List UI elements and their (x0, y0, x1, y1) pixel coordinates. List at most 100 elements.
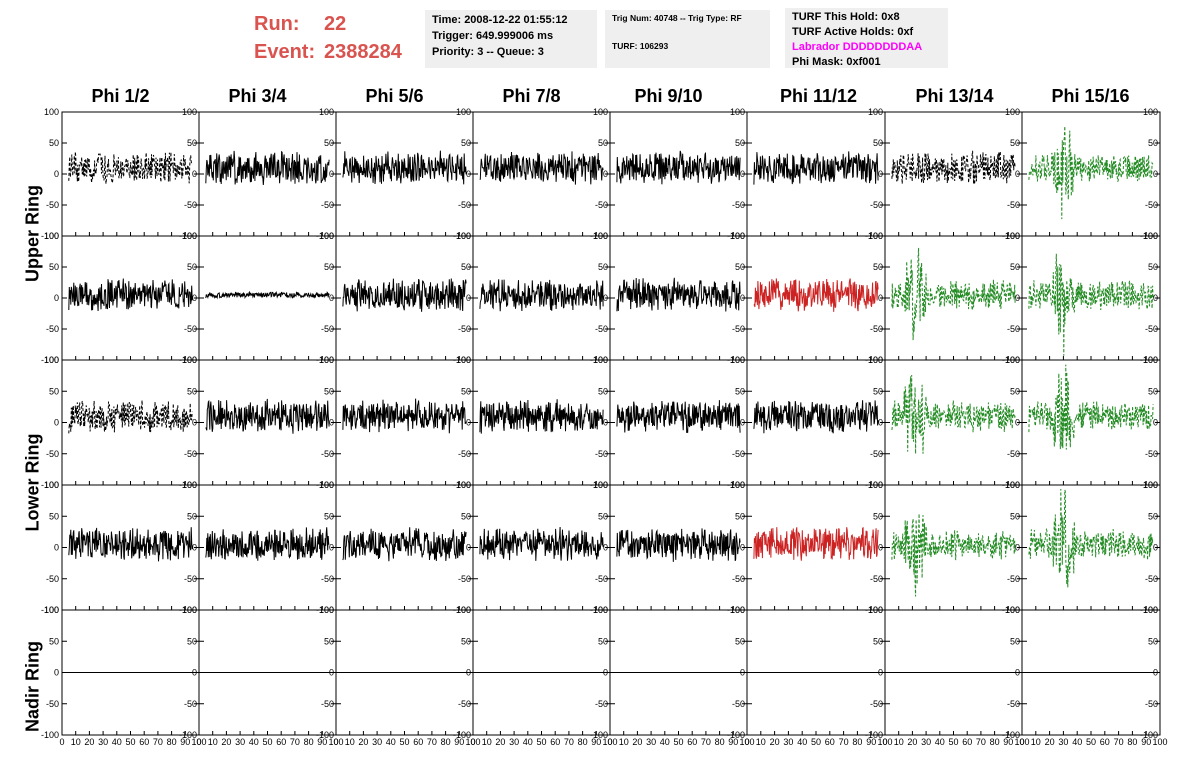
y-tick-label: 0 (878, 543, 883, 553)
y-tick-label: 50 (1010, 511, 1020, 521)
x-tick-label: 10 (894, 737, 904, 747)
y-tick-label: 50 (461, 511, 471, 521)
y-tick-label: 50 (461, 636, 471, 646)
x-tick-label: 30 (372, 737, 382, 747)
trig-num-text: Trig Num: 40748 -- Trig Type: RF (612, 13, 742, 23)
y-tick-label: -100 (41, 730, 59, 740)
column-label-phi-1-2: Phi 1/2 (91, 86, 150, 106)
y-tick-label: 0 (603, 543, 608, 553)
turf-active-holds: TURF Active Holds: 0xf (792, 26, 914, 38)
waveform-trace (68, 400, 193, 434)
run-label: Run: (254, 13, 300, 35)
y-tick-label: -50 (1007, 574, 1020, 584)
trigger-text: Trigger: 649.999006 ms (432, 30, 554, 42)
y-tick-label: 50 (1148, 511, 1158, 521)
x-tick-label: 80 (852, 737, 862, 747)
y-tick-label: 50 (735, 138, 745, 148)
x-tick-label: 0 (607, 737, 612, 747)
x-tick-label: 20 (1045, 737, 1055, 747)
y-tick-label: -50 (732, 449, 745, 459)
y-tick-label: 50 (598, 511, 608, 521)
y-tick-label: 50 (49, 511, 59, 521)
waveform-trace (68, 527, 193, 562)
y-tick-label: 100 (1005, 480, 1020, 490)
y-tick-label: 0 (1015, 418, 1020, 428)
waveform-trace (1028, 364, 1154, 450)
y-tick-label: 0 (466, 293, 471, 303)
y-tick-label: 100 (44, 355, 59, 365)
y-tick-label: -50 (1145, 699, 1158, 709)
waveform-trace (342, 150, 467, 185)
waveform-trace (479, 151, 604, 185)
y-tick-label: -100 (453, 730, 471, 740)
y-tick-label: 50 (873, 262, 883, 272)
waveform-trace (1028, 488, 1154, 588)
y-tick-label: 0 (54, 169, 59, 179)
x-tick-label: 90 (728, 737, 738, 747)
y-tick-label: -50 (595, 574, 608, 584)
y-tick-label: -50 (870, 324, 883, 334)
y-tick-label: 50 (598, 262, 608, 272)
waveform-trace (616, 150, 741, 185)
y-tick-label: 50 (49, 262, 59, 272)
y-tick-label: 50 (187, 636, 197, 646)
x-tick-label: 70 (1114, 737, 1124, 747)
y-tick-label: 0 (603, 169, 608, 179)
y-tick-label: 0 (1153, 543, 1158, 553)
y-tick-label: 100 (456, 231, 471, 241)
y-tick-label: -50 (595, 200, 608, 210)
y-tick-label: 0 (878, 293, 883, 303)
run-event-block: Run: 22 Event: 2388284 (254, 10, 402, 66)
y-tick-label: 100 (1143, 355, 1158, 365)
y-tick-label: 50 (1010, 386, 1020, 396)
x-tick-label: 60 (139, 737, 149, 747)
y-tick-label: -50 (458, 200, 471, 210)
y-tick-label: 100 (593, 231, 608, 241)
x-tick-label: 40 (249, 737, 259, 747)
x-tick-label: 80 (167, 737, 177, 747)
y-tick-label: -100 (179, 730, 197, 740)
x-tick-label: 30 (235, 737, 245, 747)
y-tick-label: -50 (184, 200, 197, 210)
y-tick-label: 100 (730, 355, 745, 365)
x-tick-label: 50 (536, 737, 546, 747)
y-tick-label: 0 (1153, 418, 1158, 428)
y-tick-label: -50 (732, 200, 745, 210)
y-tick-label: 0 (54, 418, 59, 428)
y-tick-label: 100 (1143, 231, 1158, 241)
y-tick-label: 50 (1148, 636, 1158, 646)
x-tick-label: 0 (333, 737, 338, 747)
turf-info-box: TURF This Hold: 0x8 TURF Active Holds: 0… (785, 8, 948, 68)
y-tick-label: 50 (187, 386, 197, 396)
x-tick-label: 20 (358, 737, 368, 747)
y-tick-label: -50 (184, 574, 197, 584)
y-tick-label: 100 (1005, 107, 1020, 117)
y-tick-label: 50 (735, 636, 745, 646)
x-tick-label: 100 (191, 737, 206, 747)
labrador-text: Labrador DDDDDDDDAA (792, 41, 923, 53)
x-tick-label: 10 (345, 737, 355, 747)
x-tick-label: 100 (602, 737, 617, 747)
y-tick-label: 100 (593, 605, 608, 615)
y-tick-label: 100 (44, 231, 59, 241)
waveform-trace (753, 278, 879, 312)
y-tick-label: 0 (329, 169, 334, 179)
y-tick-label: 100 (1143, 107, 1158, 117)
y-tick-label: 50 (461, 386, 471, 396)
y-tick-label: 0 (54, 668, 59, 678)
waveform-trace (1028, 126, 1154, 220)
x-tick-label: 60 (413, 737, 423, 747)
x-tick-label: 20 (221, 737, 231, 747)
x-tick-label: 90 (1141, 737, 1151, 747)
y-tick-label: 50 (1010, 138, 1020, 148)
column-label-phi-5-6: Phi 5/6 (365, 86, 424, 106)
y-tick-label: -50 (732, 699, 745, 709)
y-tick-label: 50 (873, 511, 883, 521)
x-tick-label: 0 (59, 737, 64, 747)
x-tick-label: 80 (715, 737, 725, 747)
y-tick-label: -50 (46, 324, 59, 334)
y-tick-label: -50 (458, 574, 471, 584)
y-tick-label: 0 (603, 293, 608, 303)
x-tick-label: 90 (866, 737, 876, 747)
y-tick-label: -50 (46, 699, 59, 709)
